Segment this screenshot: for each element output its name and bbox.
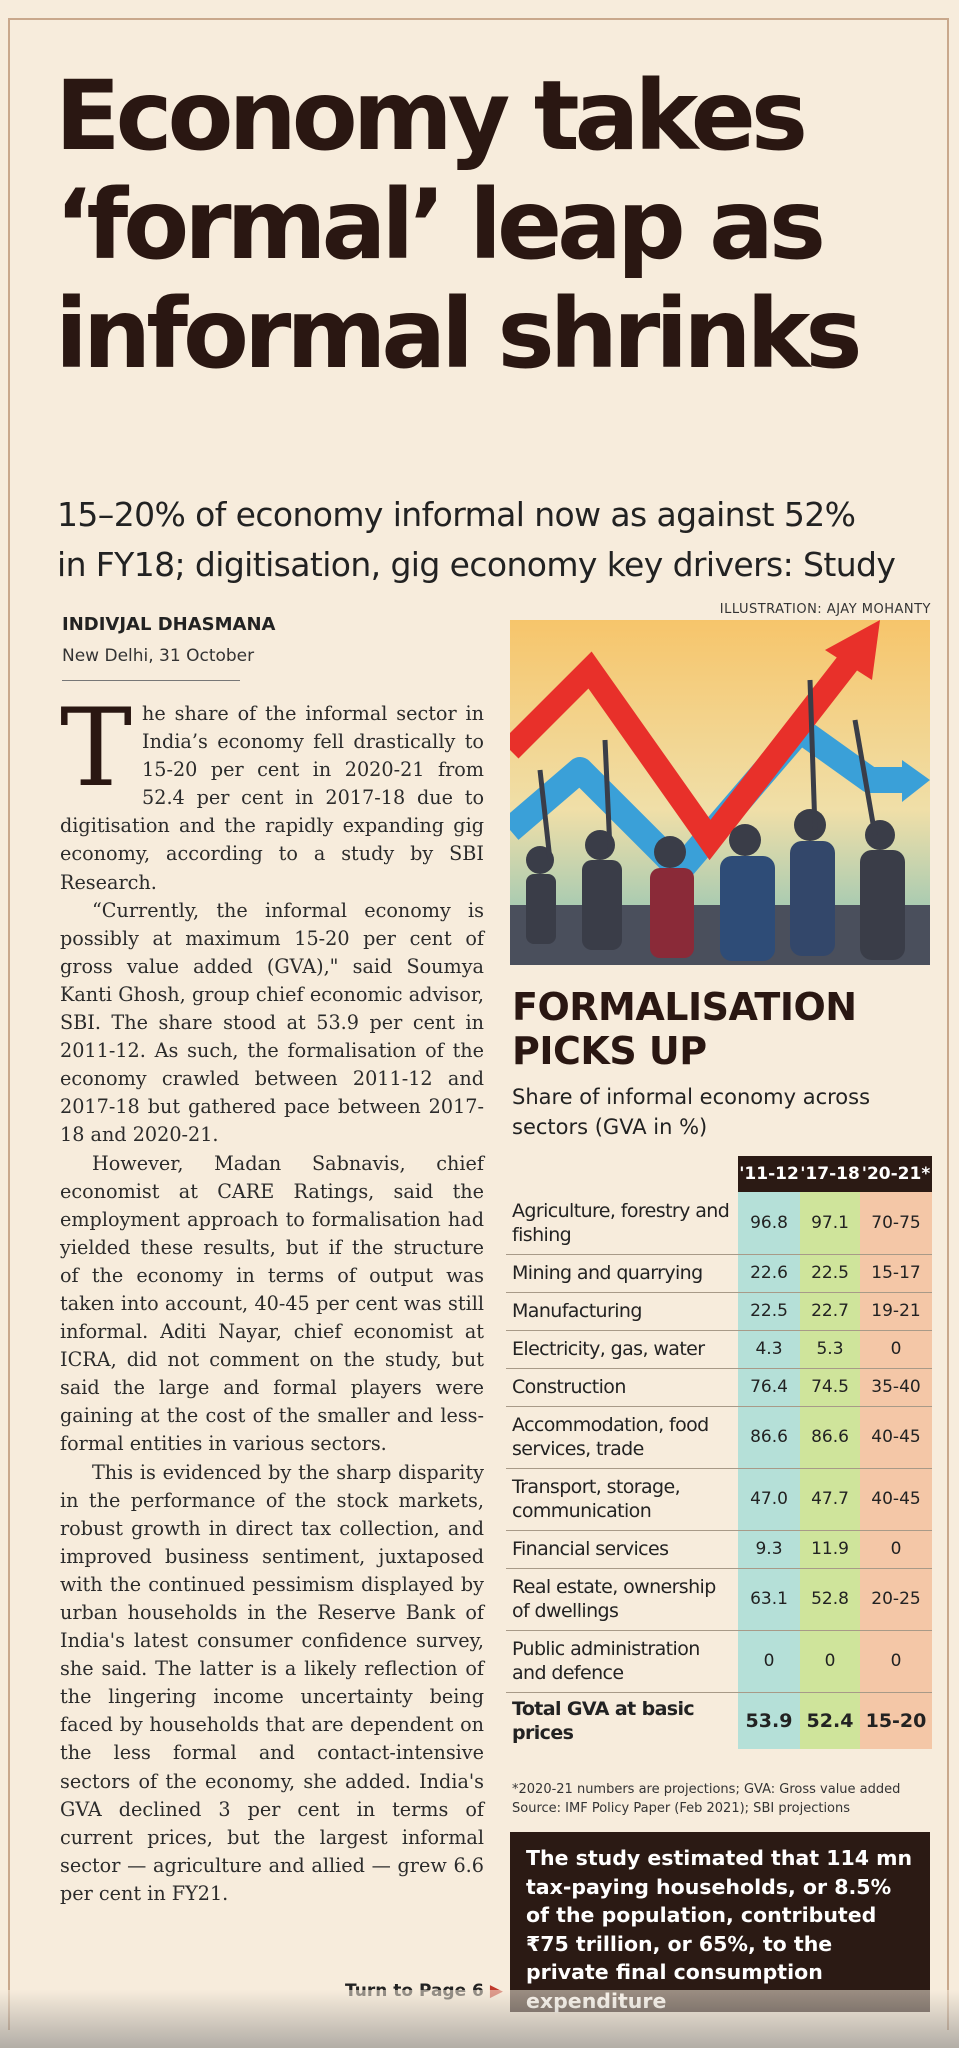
cell-2020-21: 70-75: [860, 1192, 932, 1255]
table-row: Manufacturing 22.5 22.7 19-21: [506, 1292, 932, 1331]
cell-2017-18: 0: [800, 1630, 860, 1693]
cell-2017-18: 52.8: [800, 1568, 860, 1631]
table-row: Electricity, gas, water 4.3 5.3 0: [506, 1330, 932, 1369]
headline: Economy takes ‘formal’ leap as informal …: [55, 62, 935, 389]
cell-2020-21: 19-21: [860, 1292, 932, 1331]
subheadline-line: 15–20% of economy informal now as agains…: [57, 495, 856, 534]
cell-2020-21: 40-45: [860, 1406, 932, 1469]
callout-box: The study estimated that 114 mn tax-payi…: [510, 1832, 930, 2013]
article-paragraph: However, Madan Sabnavis, chief economist…: [60, 1151, 484, 1456]
byline-rule: [62, 680, 240, 681]
cell-2011-12: 22.6: [738, 1254, 800, 1293]
cell-2017-18: 74.5: [800, 1368, 860, 1407]
table-row: Accommodation, food services, trade 86.6…: [506, 1406, 932, 1469]
graphic-title-line: FORMALISATION: [512, 985, 857, 1029]
cell-2011-12: 86.6: [738, 1406, 800, 1469]
table-total-row: Total GVA at basic prices 53.9 52.4 15-2…: [506, 1692, 932, 1749]
cell-2017-18: 22.5: [800, 1254, 860, 1293]
cell-2017-18: 86.6: [800, 1406, 860, 1469]
blue-arrowhead: [902, 760, 930, 802]
cell-2020-21: 40-45: [860, 1468, 932, 1531]
article-paragraph: “Currently, the informal economy is poss…: [60, 898, 484, 1147]
economy-illustration: [510, 620, 930, 965]
cell-2011-12: 96.8: [738, 1192, 800, 1255]
table-row: Financial services 9.3 11.9 0: [506, 1530, 932, 1569]
sector-label: Transport, storage, communication: [506, 1468, 738, 1531]
footnote-line: *2020-21 numbers are projections; GVA: G…: [512, 1782, 901, 1797]
cell-2020-21: 0: [860, 1330, 932, 1369]
graphic-subtitle-line: Share of informal economy across: [512, 1085, 871, 1109]
cell-2011-12: 22.5: [738, 1292, 800, 1331]
table-row: Mining and quarrying 22.6 22.5 15-17: [506, 1254, 932, 1293]
sector-label: Financial services: [506, 1530, 738, 1569]
cell-2020-21: 20-25: [860, 1568, 932, 1631]
dropcap: T: [60, 686, 133, 811]
cell-2020-21: 15-20: [860, 1692, 932, 1749]
cell-2011-12: 53.9: [738, 1692, 800, 1749]
cell-2017-18: 5.3: [800, 1330, 860, 1369]
headline-line: ‘formal’ leap as: [55, 169, 826, 281]
illustration-credit: ILLUSTRATION: AJAY MOHANTY: [719, 602, 931, 617]
sector-label: Manufacturing: [506, 1292, 738, 1331]
table-header-row: '11-12 '17-18 '20-21*: [506, 1156, 932, 1192]
left-border: [8, 20, 10, 2030]
cell-2020-21: 15-17: [860, 1254, 932, 1293]
red-trend-arrow: [510, 651, 860, 861]
sector-label: Construction: [506, 1368, 738, 1407]
table-row: Transport, storage, communication 47.0 4…: [506, 1468, 932, 1531]
sector-label: Mining and quarrying: [506, 1254, 738, 1293]
article-paragraph: This is evidenced by the sharp disparity…: [60, 1460, 484, 1905]
byline: INDIVJAL DHASMANA: [62, 614, 276, 635]
table-row: Public administration and defence 0 0 0: [506, 1630, 932, 1693]
people-silhouettes: [510, 679, 930, 965]
paragraph-text: he share of the informal sector in India…: [60, 702, 484, 894]
page-curl-shadow: [0, 1990, 959, 2048]
graphic-footnote: *2020-21 numbers are projections; GVA: G…: [512, 1780, 932, 1818]
sector-label: Accommodation, food services, trade: [506, 1406, 738, 1469]
subheadline: 15–20% of economy informal now as agains…: [57, 490, 937, 590]
cell-2011-12: 4.3: [738, 1330, 800, 1369]
table-row: Real estate, ownership of dwellings 63.1…: [506, 1568, 932, 1631]
cell-2020-21: 35-40: [860, 1368, 932, 1407]
sector-label: Electricity, gas, water: [506, 1330, 738, 1369]
cell-2017-18: 52.4: [800, 1692, 860, 1749]
sector-label: Real estate, ownership of dwellings: [506, 1568, 738, 1631]
cell-2020-21: 0: [860, 1630, 932, 1693]
cell-2017-18: 22.7: [800, 1292, 860, 1331]
cell-2011-12: 76.4: [738, 1368, 800, 1407]
cell-2020-21: 0: [860, 1530, 932, 1569]
column-header: '17-18: [800, 1156, 860, 1192]
cell-2011-12: 63.1: [738, 1568, 800, 1631]
cell-2011-12: 0: [738, 1630, 800, 1693]
headline-line: informal shrinks: [55, 278, 863, 390]
cell-2017-18: 97.1: [800, 1192, 860, 1255]
header-blank: [506, 1156, 738, 1192]
right-border: [947, 20, 949, 2030]
sector-label: Agriculture, forestry and fishing: [506, 1192, 738, 1255]
table-row: Agriculture, forestry and fishing 96.8 9…: [506, 1192, 932, 1255]
column-header: '20-21*: [860, 1156, 932, 1192]
red-arrowhead: [825, 620, 880, 680]
top-border: [8, 18, 949, 20]
subheadline-line: in FY18; digitisation, gig economy key d…: [57, 545, 896, 584]
dateline: New Delhi, 31 October: [62, 646, 255, 666]
sector-label: Public administration and defence: [506, 1630, 738, 1693]
graphic-title: FORMALISATION PICKS UP: [512, 985, 857, 1073]
column-header: '11-12: [738, 1156, 800, 1192]
headline-line: Economy takes: [55, 60, 808, 172]
footnote-line: Source: IMF Policy Paper (Feb 2021); SBI…: [512, 1801, 851, 1816]
sector-label: Total GVA at basic prices: [512, 1697, 695, 1744]
graphic-subtitle: Share of informal economy across sectors…: [512, 1082, 870, 1142]
graphic-subtitle-line: sectors (GVA in %): [512, 1115, 708, 1139]
cell-2011-12: 47.0: [738, 1468, 800, 1531]
table-row: Construction 76.4 74.5 35-40: [506, 1368, 932, 1407]
graphic-title-line: PICKS UP: [512, 1029, 707, 1073]
cell-2011-12: 9.3: [738, 1530, 800, 1569]
cell-2017-18: 47.7: [800, 1468, 860, 1531]
sector-table: '11-12 '17-18 '20-21* Agriculture, fores…: [506, 1156, 932, 1749]
cell-2017-18: 11.9: [800, 1530, 860, 1569]
